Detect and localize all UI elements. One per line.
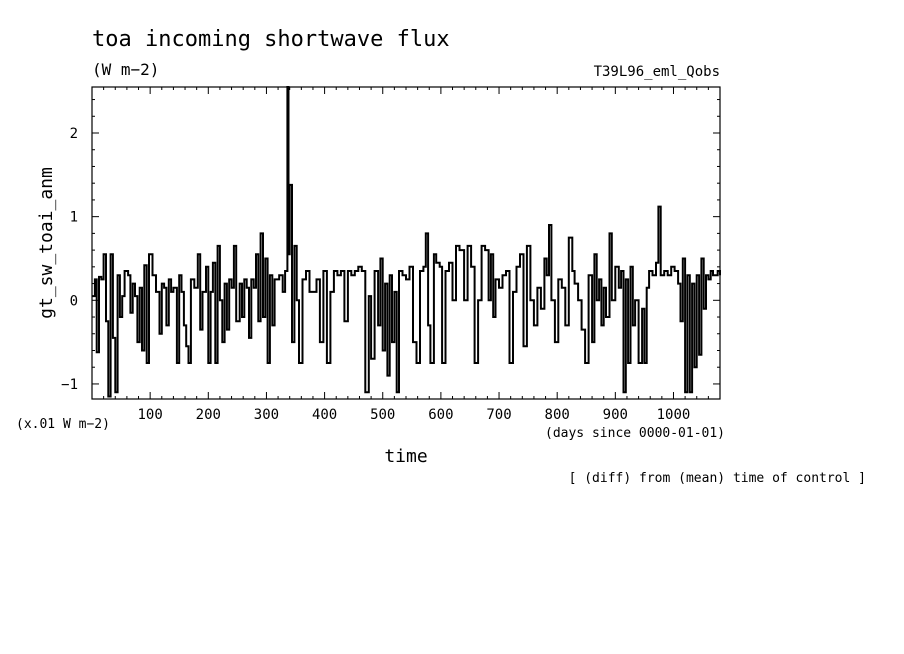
y-tick-label: 1 xyxy=(70,210,78,226)
x-axis-ticks: 100 200 300 400 500 600 700 800 900 1000 xyxy=(103,87,709,423)
note-label: [ (diff) from (mean) time of control ] xyxy=(569,471,866,486)
y-axis-unit: (x.01 W m−2) xyxy=(16,417,110,432)
y-tick-label: 2 xyxy=(70,126,78,142)
x-tick-label: 100 xyxy=(137,407,162,423)
y-tick-label: 0 xyxy=(70,293,78,309)
run-label: T39L96_eml_Qobs xyxy=(594,64,720,80)
y-axis-label: gt_sw_toai_anm xyxy=(36,167,57,319)
chart-subtitle: (W m−2) xyxy=(92,60,159,79)
x-tick-label: 600 xyxy=(428,407,453,423)
x-tick-label: 1000 xyxy=(657,407,691,423)
x-tick-label: 800 xyxy=(545,407,570,423)
x-tick-label: 200 xyxy=(196,407,221,423)
x-axis-label: time xyxy=(384,446,427,467)
x-axis-unit: (days since 0000-01-01) xyxy=(545,426,725,441)
x-tick-label: 300 xyxy=(254,407,279,423)
x-tick-label: 400 xyxy=(312,407,337,423)
x-tick-label: 700 xyxy=(486,407,511,423)
x-tick-label: 900 xyxy=(603,407,628,423)
y-tick-label: −1 xyxy=(61,377,78,393)
y-axis-ticks: −1 0 1 2 xyxy=(61,99,720,393)
series-line xyxy=(92,86,721,398)
chart-title: toa incoming shortwave flux xyxy=(92,27,450,52)
x-tick-label: 500 xyxy=(370,407,395,423)
